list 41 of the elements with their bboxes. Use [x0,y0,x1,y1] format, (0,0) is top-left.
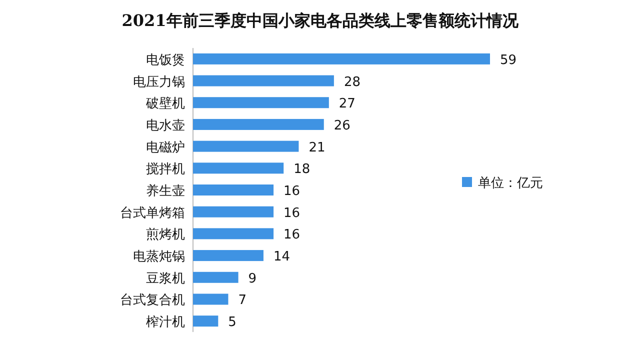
bar [193,228,274,240]
bar [193,118,324,130]
data-label: 16 [284,206,300,221]
y-tick-label: 破壁机 [145,96,185,112]
y-tick-label: 电水壶 [146,118,185,134]
y-tick-label: 电饭煲 [146,52,185,68]
bar [193,206,274,218]
y-tick-label: 台式复合机 [120,293,185,308]
data-label: 27 [338,96,356,112]
bar [193,184,274,196]
y-tick-label: 电蒸炖锅 [133,250,185,265]
data-label: 7 [238,293,247,308]
data-label: 9 [248,271,257,286]
bar [193,250,264,262]
data-label: 26 [334,118,350,134]
data-label: 14 [273,250,290,265]
bar [193,272,238,283]
data-label: 16 [284,228,300,243]
data-label: 59 [500,52,517,68]
bar [193,53,490,64]
y-tick-label: 搅拌机 [146,162,185,178]
legend-label: 单位：亿元 [478,176,543,191]
data-label: 28 [344,74,360,90]
bar [193,140,299,152]
bar [193,294,228,305]
bar [193,75,334,86]
y-tick-label: 养生壶 [146,183,185,199]
data-label: 18 [294,162,310,178]
data-label: 21 [308,140,326,156]
bar [193,97,329,108]
y-tick-label: 电磁炉 [146,140,185,156]
bar [193,162,284,174]
y-tick-label: 电压力锅 [133,74,185,90]
y-tick-label: 豆浆机 [146,271,185,286]
bar [193,316,218,327]
y-tick-label: 煎烤机 [146,226,185,243]
y-tick-label: 榨汁机 [146,315,185,330]
data-label: 5 [228,315,236,330]
y-tick-label: 台式单烤箱 [120,206,185,221]
data-label: 16 [284,184,300,199]
chart-title: 2021年前三季度中国小家电各品类线上零售额统计情况 [122,11,520,30]
